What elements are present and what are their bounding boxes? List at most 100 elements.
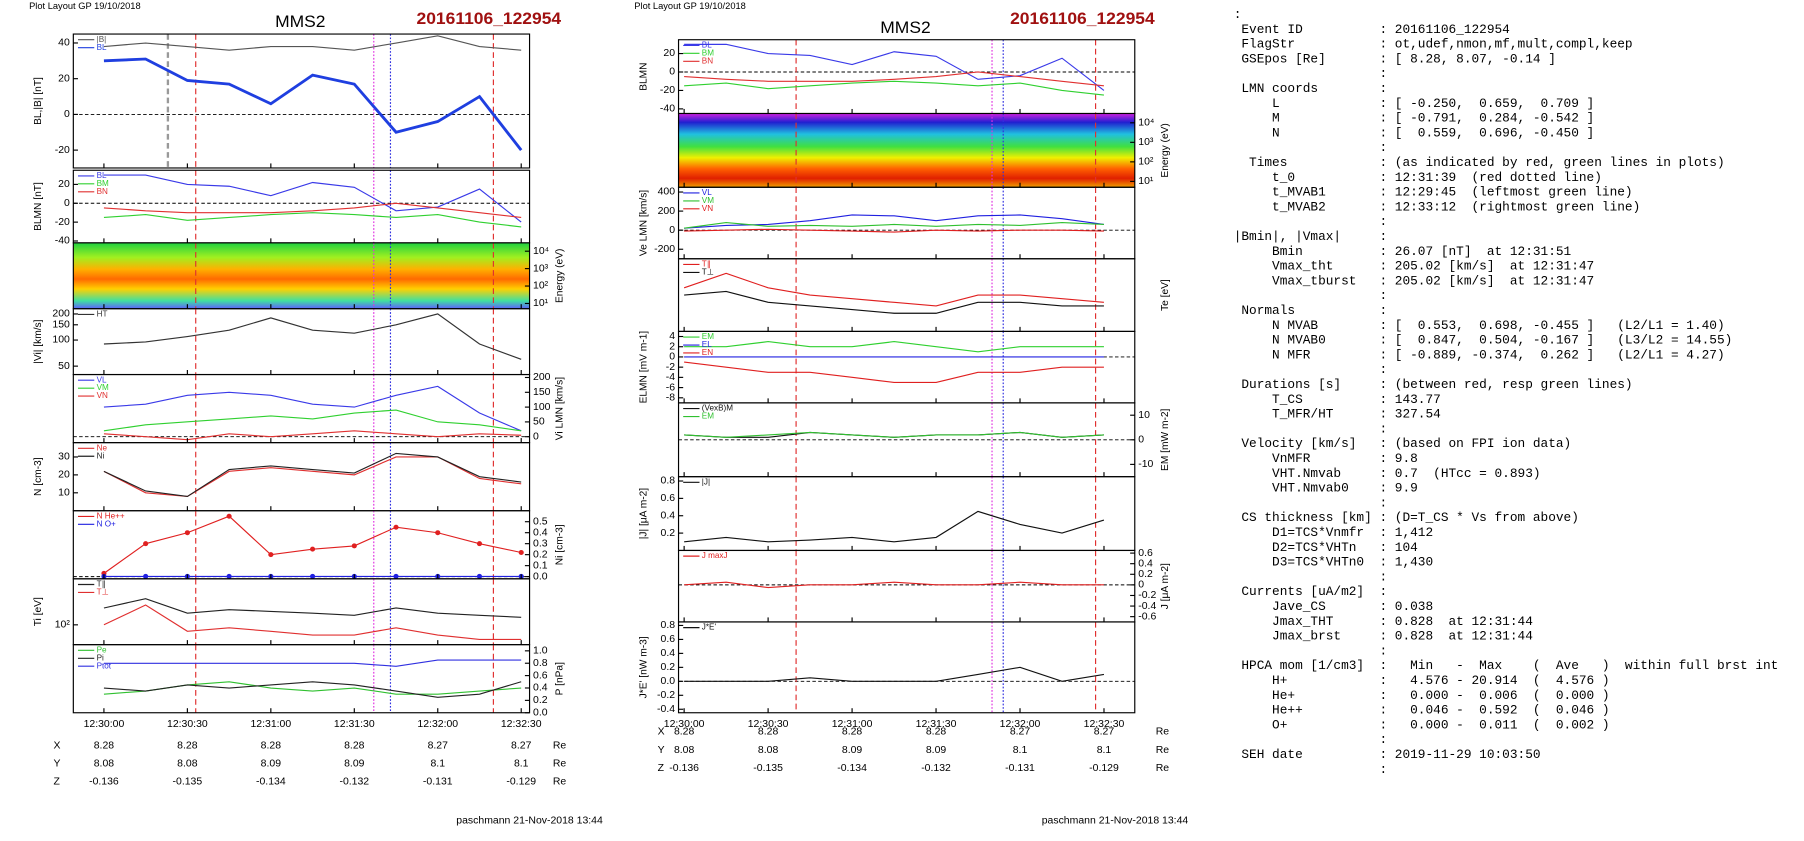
summary-line: : (1234, 422, 1387, 437)
summary-line: O+ : 0.000 - 0.011 ( 0.002 ) (1234, 718, 1610, 733)
legend-entry: VN (702, 204, 713, 213)
x-tick-label: 12:32:30 (1084, 719, 1125, 730)
panel-frame (72, 33, 531, 169)
panel-content (678, 621, 1135, 713)
orbit-value: 8.09 (926, 745, 947, 756)
panel-content (73, 374, 530, 443)
legend-entry: BM (97, 179, 110, 188)
series-dot (476, 541, 483, 547)
legend-entry: J*E' (702, 623, 717, 632)
y-tick-label: 0.4 (533, 527, 548, 538)
legend-entry: EM (702, 332, 715, 341)
orbit-value: 8.28 (674, 727, 695, 738)
y-tick-label: 2 (669, 342, 675, 353)
legend-entry: T∥ (97, 580, 106, 589)
y-tick-label: -20 (55, 145, 70, 156)
y-tick-label: 40 (58, 38, 70, 49)
summary-line: : (1234, 496, 1387, 511)
panel-content (678, 331, 1135, 403)
legend-entry: EN (702, 348, 713, 357)
summary-line: Vmax_tht : 205.02 [km/s] at 12:31:47 (1234, 259, 1595, 274)
orbit-value: -0.129 (506, 777, 536, 788)
y-tick-label: 0.6 (1138, 548, 1153, 559)
y-axis-label: EM [mW m-2] (1160, 409, 1171, 471)
y-tick-label: 0.8 (661, 476, 676, 487)
y-tick-label: 0.2 (533, 549, 548, 560)
summary-line: Currents [uA/m2] : (1234, 584, 1387, 599)
orbit-value: 8.28 (177, 740, 198, 751)
series-line (103, 456, 522, 498)
orbit-value: -0.132 (921, 763, 951, 774)
series-dot (310, 546, 316, 552)
summary-line: D3=TCS*VHTn0 : 1,430 (1234, 555, 1433, 570)
y-tick-label: 20 (58, 470, 70, 481)
x-tick-label: 12:31:30 (334, 719, 375, 730)
legend-entry: (VexB)M (702, 404, 733, 413)
orbit-unit: Re (553, 777, 567, 788)
panel-content (103, 578, 522, 645)
legend-entry: HT (97, 310, 108, 319)
y-tick-label: -20 (55, 217, 70, 228)
y-tick-label: 10 (58, 488, 70, 499)
y-tick-label: -20 (660, 85, 675, 96)
summary-line: VnMFR : 9.8 (1234, 451, 1418, 466)
series-dot (143, 541, 149, 547)
legend-entry: Ne (97, 443, 108, 452)
y-tick-label: 0 (1138, 580, 1144, 591)
panel-content (73, 510, 530, 579)
y-tick-label: 10⁴ (1138, 118, 1154, 129)
legend-entry: VL (97, 375, 107, 384)
y-tick-label: 0 (669, 225, 675, 236)
y-axis-label: J*E' [nW m-3] (638, 636, 649, 698)
orbit-value: 8.27 (1094, 727, 1115, 738)
event-id: 20161106_122954 (1010, 8, 1155, 28)
orbit-value: 8.28 (261, 740, 282, 751)
y-tick-label: 10² (1138, 157, 1154, 168)
panel-content (678, 402, 1135, 477)
y-tick-label: -200 (654, 244, 675, 255)
y-tick-label: 4 (669, 331, 675, 342)
orbit-value: 8.28 (842, 727, 863, 738)
summary-line: HPCA mom [1/cm3] : Min - Max ( Ave ) wit… (1234, 658, 1779, 673)
series-dot (268, 552, 274, 558)
layout-label: Plot Layout GP 19/10/2018 (634, 1, 746, 11)
series-line (684, 341, 1104, 353)
orbit-value: 8.1 (514, 759, 529, 770)
panel-content (678, 39, 1135, 114)
y-tick-label: -0.4 (1138, 601, 1156, 612)
y-axis-label: P [nPa] (554, 662, 565, 695)
x-tick-label: 12:30:00 (84, 719, 125, 730)
legend-entry: VM (702, 196, 715, 205)
x-tick-label: 12:31:00 (250, 719, 291, 730)
y-tick-label: 10¹ (1138, 176, 1154, 187)
summary-line: Durations [s] : (between red, resp green… (1234, 377, 1633, 392)
legend-entry: Ni (97, 451, 105, 460)
footer: paschmann 21-Nov-2018 13:44 (456, 815, 603, 826)
y-tick-label: -6 (666, 382, 676, 393)
orbit-value: -0.134 (837, 763, 867, 774)
legend-entry: Pe (97, 646, 107, 655)
y-axis-label: Ni [cm-3] (554, 524, 565, 565)
y-tick-label: 0.4 (533, 683, 548, 694)
summary-line: He+ : 0.000 - 0.006 ( 0.000 ) (1234, 688, 1610, 703)
y-axis-label: Ti [eV] (33, 597, 44, 626)
orbit-value: 8.09 (842, 745, 863, 756)
y-tick-label: 10² (533, 281, 549, 292)
event-id: 20161106_122954 (417, 8, 562, 28)
panel-content (103, 442, 522, 511)
legend-entry: T∥ (702, 260, 711, 269)
orbit-value: 8.28 (926, 727, 947, 738)
series-line (103, 385, 522, 432)
series-line (684, 431, 1104, 438)
x-tick-label: 12:30:30 (748, 719, 789, 730)
series-line (103, 598, 522, 618)
series-line (103, 313, 522, 360)
y-tick-label: -4 (666, 372, 676, 383)
orbit-row-label: X (658, 727, 665, 738)
summary-line: FlagStr : ot,udef,nmon,mf,mult,compl,kee… (1234, 37, 1633, 52)
y-tick-label: 1.0 (533, 646, 548, 657)
legend-entry: Pi (97, 653, 104, 662)
y-tick-label: 0 (64, 109, 70, 120)
orbit-row-label: X (54, 740, 61, 751)
series-dot (393, 573, 399, 579)
